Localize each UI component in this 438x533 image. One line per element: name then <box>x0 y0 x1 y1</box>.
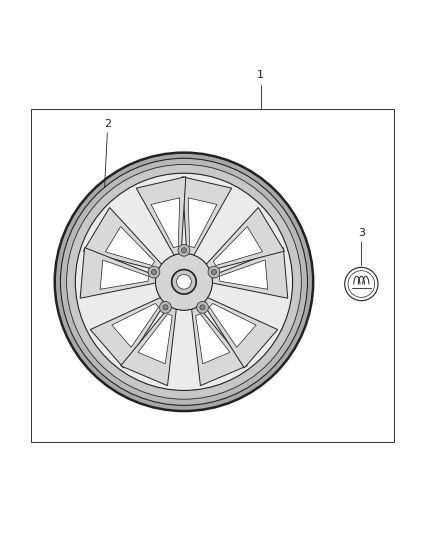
Polygon shape <box>112 303 159 348</box>
Polygon shape <box>196 314 230 364</box>
Circle shape <box>197 302 208 313</box>
Circle shape <box>212 270 216 274</box>
Circle shape <box>148 266 160 278</box>
Polygon shape <box>80 248 160 298</box>
Polygon shape <box>83 207 165 272</box>
Polygon shape <box>121 303 177 386</box>
Circle shape <box>177 274 191 289</box>
Circle shape <box>348 271 374 297</box>
Text: 3: 3 <box>358 228 365 238</box>
Polygon shape <box>188 198 217 247</box>
Circle shape <box>159 302 171 313</box>
Polygon shape <box>138 314 172 364</box>
Circle shape <box>200 305 205 310</box>
Text: 1: 1 <box>257 70 264 80</box>
Circle shape <box>181 248 187 253</box>
Polygon shape <box>151 198 180 247</box>
Circle shape <box>155 253 212 310</box>
Polygon shape <box>136 177 186 259</box>
Circle shape <box>345 268 378 301</box>
Polygon shape <box>106 227 155 265</box>
Bar <box>31 109 394 442</box>
Polygon shape <box>182 177 232 259</box>
Circle shape <box>163 305 168 310</box>
Circle shape <box>172 270 196 294</box>
Circle shape <box>75 173 293 391</box>
Circle shape <box>55 152 313 411</box>
Circle shape <box>152 270 156 274</box>
Text: 2: 2 <box>104 118 111 128</box>
Polygon shape <box>203 207 285 272</box>
Polygon shape <box>219 260 268 289</box>
Polygon shape <box>201 296 278 368</box>
Polygon shape <box>208 248 288 298</box>
Circle shape <box>178 245 190 256</box>
Polygon shape <box>213 227 262 265</box>
Polygon shape <box>191 303 247 386</box>
Polygon shape <box>90 296 167 368</box>
Polygon shape <box>209 303 256 348</box>
Polygon shape <box>100 260 148 289</box>
Circle shape <box>208 266 220 278</box>
